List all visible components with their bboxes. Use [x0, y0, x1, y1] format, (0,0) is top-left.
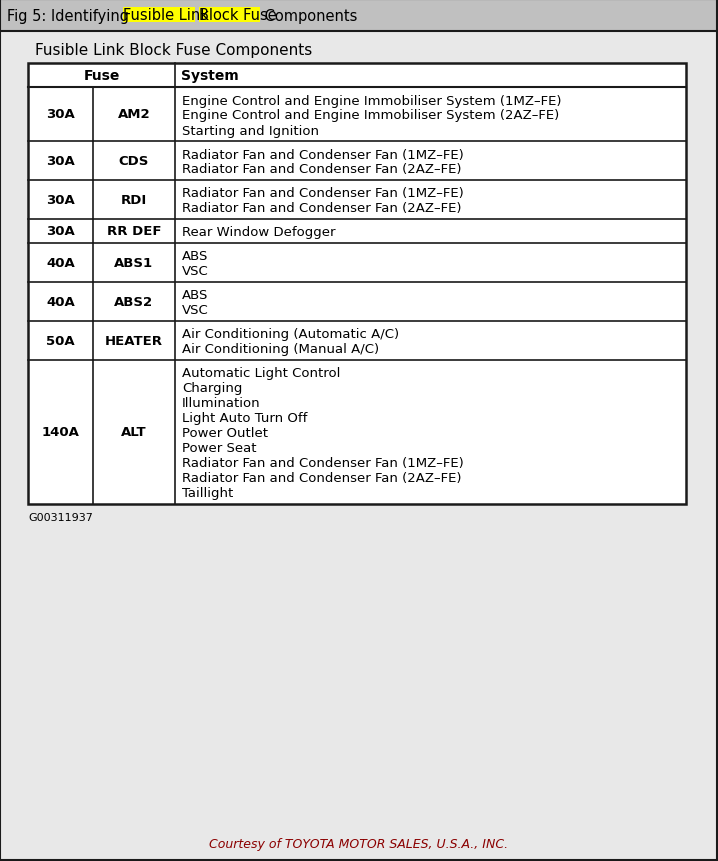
Text: RDI: RDI	[121, 194, 147, 207]
Text: Power Seat: Power Seat	[182, 442, 256, 455]
Text: Engine Control and Engine Immobiliser System (2AZ–FE): Engine Control and Engine Immobiliser Sy…	[182, 109, 559, 122]
Text: 50A: 50A	[46, 335, 75, 348]
Text: Radiator Fan and Condenser Fan (2AZ–FE): Radiator Fan and Condenser Fan (2AZ–FE)	[182, 202, 462, 215]
Text: ABS: ABS	[182, 289, 208, 302]
Text: Air Conditioning (Manual A/C): Air Conditioning (Manual A/C)	[182, 343, 379, 356]
Text: Starting and Ignition: Starting and Ignition	[182, 124, 319, 138]
Text: 30A: 30A	[46, 194, 75, 207]
Text: Taillight: Taillight	[182, 487, 233, 500]
Text: G00311937: G00311937	[28, 512, 93, 523]
Text: 40A: 40A	[46, 257, 75, 269]
Text: Engine Control and Engine Immobiliser System (1MZ–FE): Engine Control and Engine Immobiliser Sy…	[182, 95, 561, 108]
Text: 30A: 30A	[46, 155, 75, 168]
Text: Fusible Link: Fusible Link	[123, 9, 208, 23]
Text: ABS: ABS	[182, 251, 208, 263]
Text: Courtesy of TOYOTA MOTOR SALES, U.S.A., INC.: Courtesy of TOYOTA MOTOR SALES, U.S.A., …	[210, 838, 508, 851]
Text: Radiator Fan and Condenser Fan (1MZ–FE): Radiator Fan and Condenser Fan (1MZ–FE)	[182, 188, 464, 201]
Text: Fig 5: Identifying: Fig 5: Identifying	[7, 9, 134, 23]
Text: VSC: VSC	[182, 265, 209, 278]
Text: Radiator Fan and Condenser Fan (2AZ–FE): Radiator Fan and Condenser Fan (2AZ–FE)	[182, 164, 462, 177]
Text: Fuse: Fuse	[83, 69, 120, 83]
Bar	[123, 8, 195, 22]
Text: Fusible Link Block Fuse Components: Fusible Link Block Fuse Components	[35, 42, 312, 58]
Text: Automatic Light Control: Automatic Light Control	[182, 367, 340, 380]
Text: Charging: Charging	[182, 382, 243, 395]
Text: Radiator Fan and Condenser Fan (1MZ–FE): Radiator Fan and Condenser Fan (1MZ–FE)	[182, 457, 464, 470]
Text: Radiator Fan and Condenser Fan (2AZ–FE): Radiator Fan and Condenser Fan (2AZ–FE)	[182, 472, 462, 485]
Text: Illumination: Illumination	[182, 397, 261, 410]
Text: Light Auto Turn Off: Light Auto Turn Off	[182, 412, 307, 425]
Text: Radiator Fan and Condenser Fan (1MZ–FE): Radiator Fan and Condenser Fan (1MZ–FE)	[182, 148, 464, 161]
Text: ALT: ALT	[121, 426, 146, 439]
Text: VSC: VSC	[182, 304, 209, 317]
Text: HEATER: HEATER	[105, 335, 163, 348]
Text: ABS1: ABS1	[114, 257, 154, 269]
Text: RR DEF: RR DEF	[107, 226, 162, 238]
Text: Components: Components	[260, 9, 357, 23]
Text: Rear Window Defogger: Rear Window Defogger	[182, 226, 335, 239]
Text: 40A: 40A	[46, 295, 75, 308]
Text: 30A: 30A	[46, 108, 75, 121]
Text: AM2: AM2	[118, 108, 150, 121]
Text: CDS: CDS	[118, 155, 149, 168]
Text: ABS2: ABS2	[114, 295, 154, 308]
Bar	[199, 8, 260, 22]
Bar	[28, 64, 686, 505]
Text: 30A: 30A	[46, 226, 75, 238]
Text: Air Conditioning (Automatic A/C): Air Conditioning (Automatic A/C)	[182, 328, 399, 341]
Bar	[28, 64, 686, 505]
Text: Block Fuse: Block Fuse	[199, 9, 276, 23]
Text: 140A: 140A	[42, 426, 80, 439]
Bar	[0, 0, 718, 32]
Text: Power Outlet: Power Outlet	[182, 427, 268, 440]
Text: System: System	[181, 69, 239, 83]
